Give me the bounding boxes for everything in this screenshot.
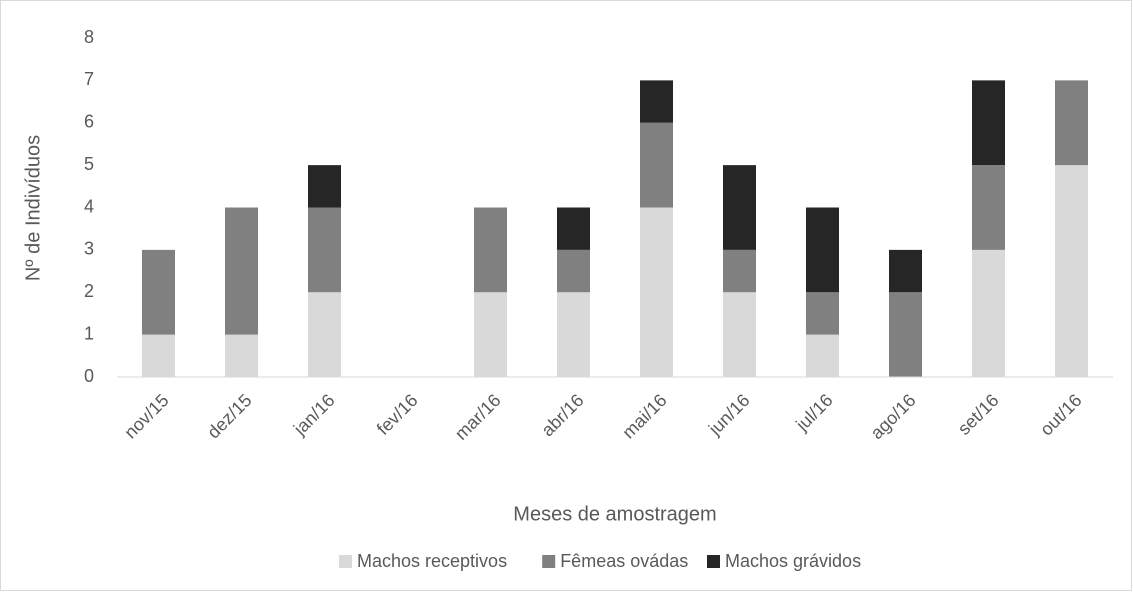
x-axis-title: Meses de amostragem: [513, 503, 716, 525]
bar-segment: [557, 292, 590, 377]
y-tick-label: 1: [84, 323, 94, 343]
bar-segment: [557, 207, 590, 250]
bar-segment: [723, 292, 756, 377]
bar-segment: [806, 334, 839, 377]
y-tick-label: 8: [84, 27, 94, 47]
bar-segment: [308, 292, 341, 377]
bar-segment: [225, 207, 258, 335]
bar-segment: [889, 249, 922, 293]
y-tick-label: 7: [84, 69, 94, 89]
bar-segment: [142, 334, 175, 377]
y-tick-label: 0: [84, 366, 94, 386]
bar-segment: [308, 207, 341, 293]
legend-label: Machos receptivos: [357, 551, 507, 571]
y-tick-label: 5: [84, 154, 94, 174]
bar-segment: [1055, 80, 1088, 166]
legend-label: Machos grávidos: [725, 551, 861, 571]
bar-segment: [474, 207, 507, 293]
bar-segment: [806, 292, 839, 335]
bar-segment: [1055, 165, 1088, 377]
bar-segment: [308, 165, 341, 208]
bar-segment: [474, 292, 507, 377]
y-tick-label: 6: [84, 112, 94, 132]
bar-segment: [806, 207, 839, 293]
bar-segment: [723, 165, 756, 250]
bar-segment: [972, 165, 1005, 250]
bar-segment: [640, 207, 673, 377]
bar-segment: [972, 80, 1005, 166]
bar-segment: [142, 249, 175, 335]
bar-segment: [723, 249, 756, 293]
bar-segment: [640, 122, 673, 208]
bar-segment: [972, 249, 1005, 377]
legend-label: Fêmeas ovádas: [560, 551, 688, 571]
y-axis-title: Nº de Indivíduos: [22, 135, 44, 281]
bar-segment: [640, 80, 673, 123]
bar-segment: [557, 249, 590, 293]
bar-segment: [889, 292, 922, 377]
legend-swatch: [339, 555, 352, 568]
bar-segment: [225, 334, 258, 377]
legend-swatch: [707, 555, 720, 568]
y-tick-label: 4: [84, 196, 94, 216]
y-tick-label: 3: [84, 239, 94, 259]
legend-swatch: [542, 555, 556, 568]
y-tick-label: 2: [84, 281, 94, 301]
